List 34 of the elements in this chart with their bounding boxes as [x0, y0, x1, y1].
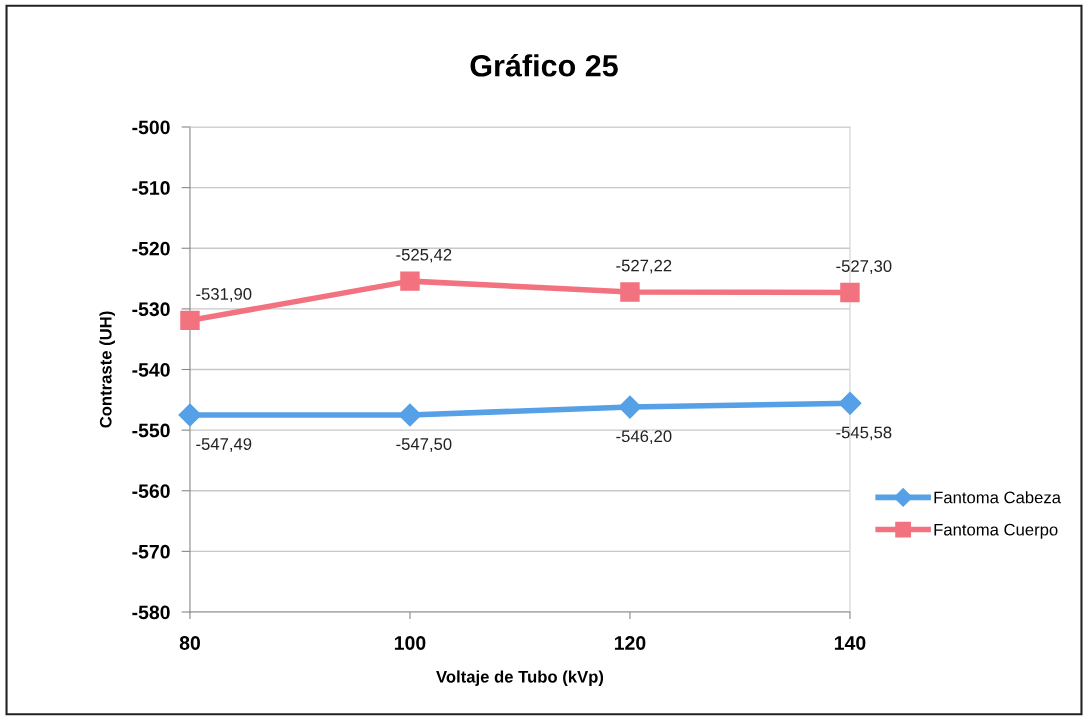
y-tick-label: -580 — [132, 605, 170, 620]
x-tick-label: 120 — [614, 636, 646, 650]
y-tick-label: -530 — [132, 302, 170, 317]
data-label: -525,42 — [396, 248, 452, 263]
data-label: -547,49 — [196, 438, 252, 452]
x-tick-label: 100 — [394, 636, 426, 650]
data-label: -531,90 — [196, 288, 252, 302]
y-tick-label: -500 — [132, 120, 170, 135]
y-tick-label: -510 — [132, 181, 170, 195]
point — [400, 271, 420, 291]
data-label: -547,50 — [396, 438, 452, 452]
y-tick-label: -540 — [132, 362, 170, 377]
x-tick-label: 80 — [179, 636, 200, 650]
x-axis-title: Voltaje de Tubo (kVp) — [436, 670, 604, 686]
y-tick-label: -550 — [132, 423, 170, 438]
point — [180, 310, 200, 331]
point — [838, 391, 862, 415]
y-axis-title: Contraste (UH) — [99, 311, 115, 428]
point — [398, 403, 422, 427]
point — [840, 282, 860, 303]
x-tick-label: 140 — [834, 636, 866, 650]
point — [618, 395, 642, 419]
data-label: -545,58 — [836, 426, 892, 441]
data-label: -546,20 — [616, 430, 672, 445]
point — [178, 403, 202, 427]
y-tick-label: -570 — [132, 544, 170, 559]
point — [620, 282, 640, 302]
legend-label: Fantoma Cabeza — [934, 491, 1061, 504]
data-label: -527,22 — [616, 259, 672, 274]
y-tick-label: -560 — [132, 484, 170, 498]
y-tick-label: -520 — [132, 241, 170, 256]
legend-label: Fantoma Cuerpo — [934, 523, 1058, 539]
chart-title: Gráfico 25 — [470, 53, 618, 77]
data-label: -527,30 — [836, 260, 892, 274]
